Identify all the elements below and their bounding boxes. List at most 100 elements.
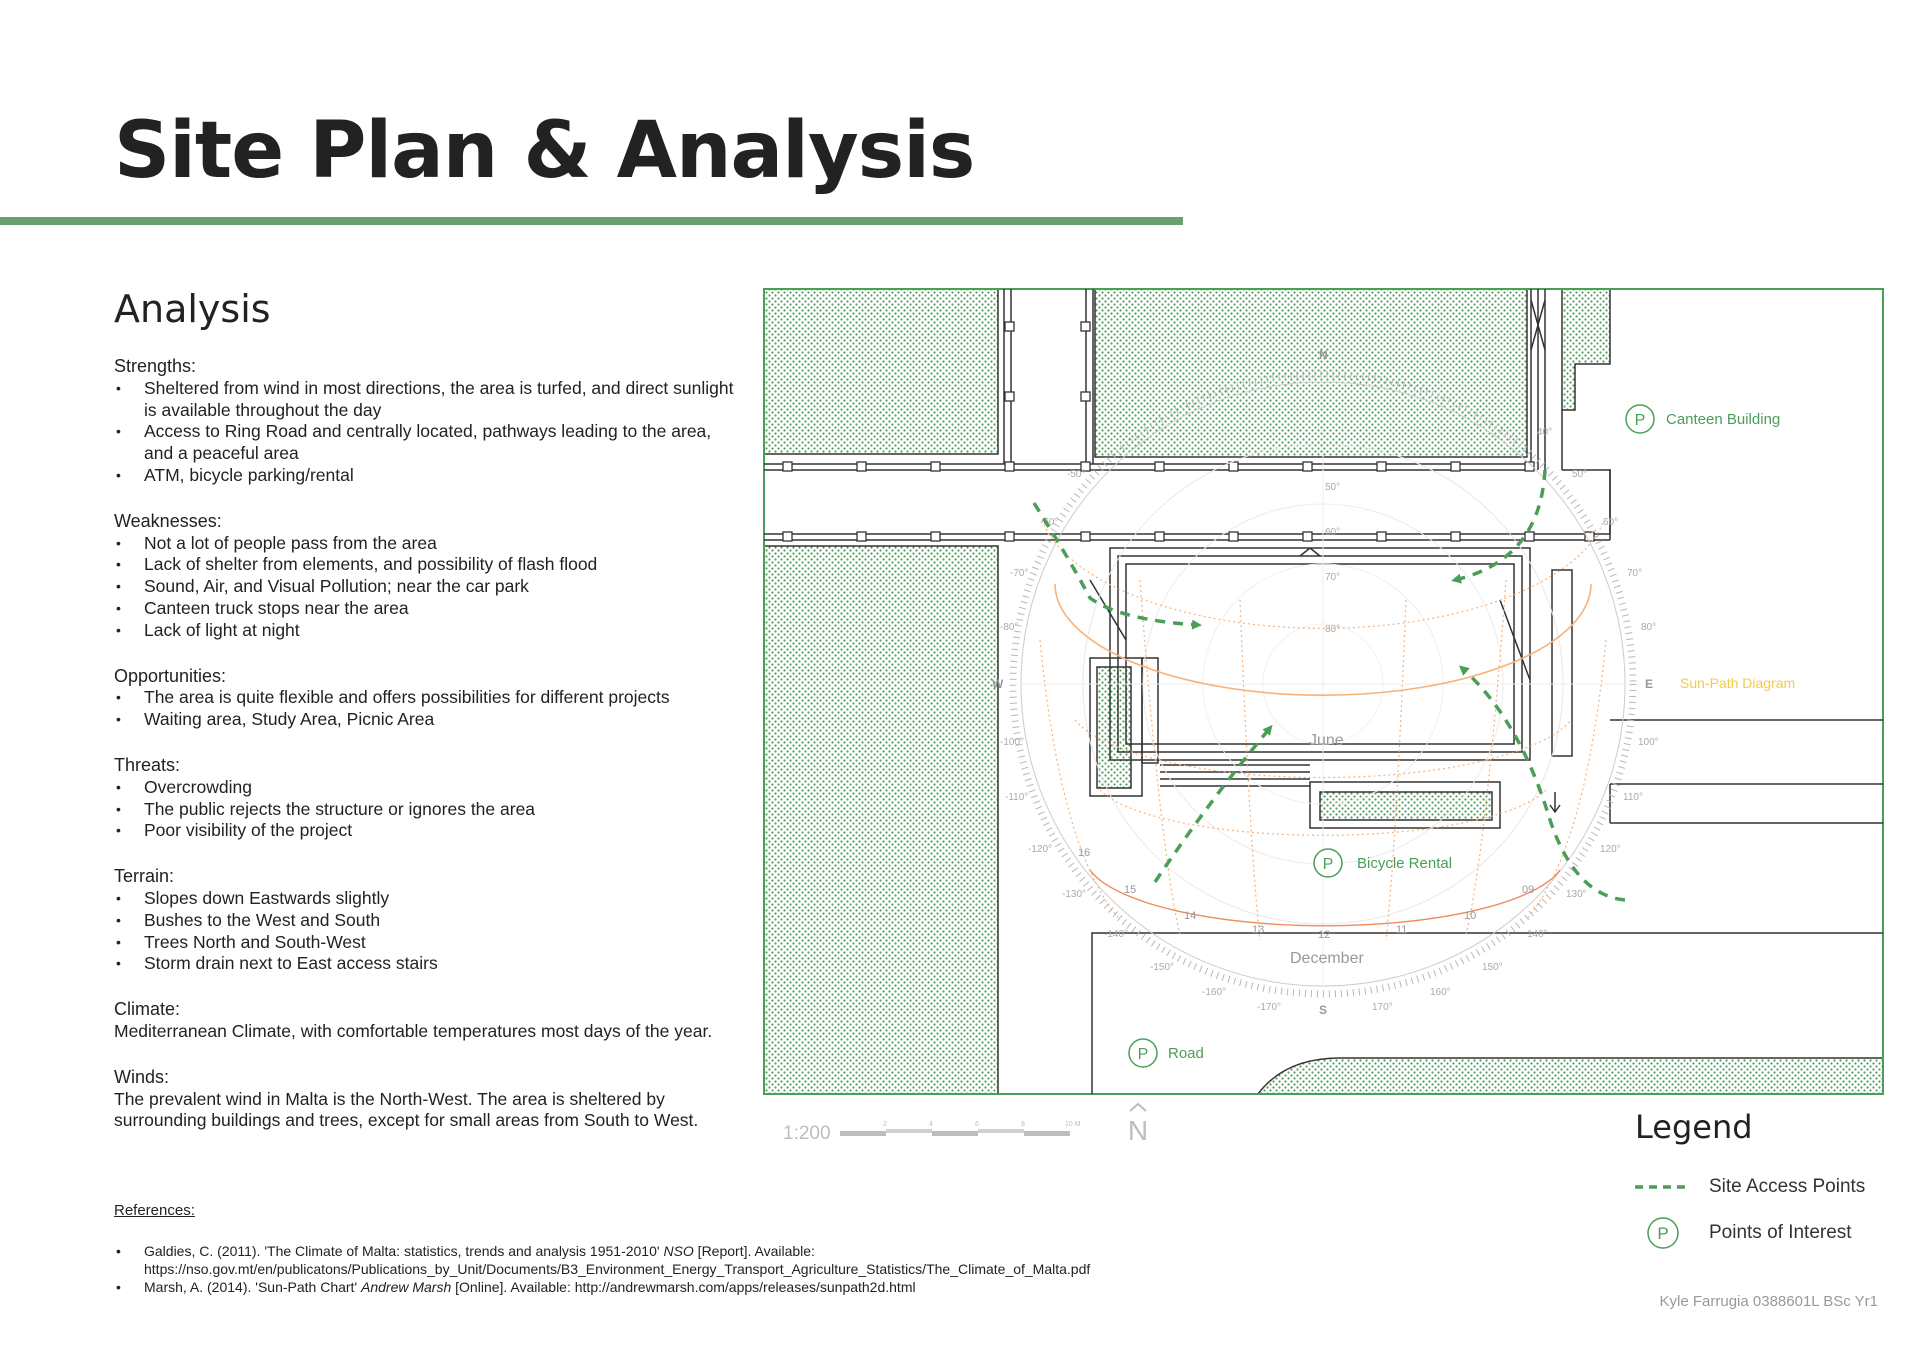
svg-text:09: 09 [1522,884,1534,896]
svg-text:N: N [1319,348,1328,362]
legend-title: Legend [1635,1108,1753,1146]
list-item: Not a lot of people pass from the area [114,533,734,555]
threats-section: Threats: Overcrowding The public rejects… [114,755,734,842]
reference-item: Galdies, C. (2011). 'The Climate of Malt… [114,1242,1154,1278]
svg-text:-110°: -110° [1005,792,1028,803]
svg-text:2: 2 [883,1121,887,1128]
svg-text:80°: 80° [1325,624,1340,635]
list-item: Sound, Air, and Visual Pollution; near t… [114,576,734,598]
central-structure [1089,547,1573,829]
legend-label: Site Access Points [1709,1176,1866,1197]
list-item: Bushes to the West and South [114,910,734,932]
svg-text:4: 4 [929,1121,933,1128]
list-item: Trees North and South-West [114,932,734,954]
svg-text:160°: 160° [1430,987,1451,998]
analysis-panel: Strengths: Sheltered from wind in most d… [114,356,734,1156]
poi-bicycle-rental: P Bicycle Rental [1313,848,1452,878]
svg-text:-80°: -80° [1000,622,1018,633]
svg-text:50°: 50° [1325,482,1340,493]
svg-text:-140°: -140° [1104,929,1128,940]
svg-text:10 M: 10 M [1065,1121,1081,1128]
svg-text:W: W [992,677,1004,691]
svg-text:E: E [1645,677,1653,691]
svg-text:8: 8 [1021,1121,1025,1128]
list-item: Overcrowding [114,777,734,799]
legend-label: Points of Interest [1709,1222,1852,1243]
section-title: Winds: [114,1066,170,1087]
svg-text:-150°: -150° [1150,962,1174,973]
list-item: The public rejects the structure or igno… [114,799,734,821]
list-item: Lack of shelter from elements, and possi… [114,554,734,576]
climate-text: Mediterranean Climate, with comfortable … [114,1020,713,1041]
opportunities-section: Opportunities: The area is quite flexibl… [114,666,734,731]
svg-text:12: 12 [1318,929,1330,941]
svg-text:150°: 150° [1482,962,1503,973]
svg-text:P: P [1323,856,1334,873]
svg-text:10: 10 [1464,910,1476,922]
svg-text:40°: 40° [1537,427,1552,438]
svg-text:-170°: -170° [1257,1002,1281,1013]
svg-text:16: 16 [1078,847,1090,859]
svg-text:120°: 120° [1600,844,1621,855]
section-title: Terrain: [114,866,175,887]
svg-text:170°: 170° [1372,1002,1393,1013]
svg-text:50°: 50° [1572,469,1587,480]
svg-text:-50°: -50° [1067,469,1085,480]
svg-text:-70°: -70° [1010,568,1028,579]
winds-text: The prevalent wind in Malta is the North… [114,1088,699,1131]
list-item: The area is quite flexible and offers po… [114,687,734,709]
legend-row-access: Site Access Points [1635,1164,1885,1210]
svg-text:13: 13 [1252,924,1264,936]
north-arrow: N [1128,1102,1148,1146]
svg-text:140°: 140° [1527,929,1548,940]
svg-text:-120°: -120° [1028,844,1052,855]
svg-text:14: 14 [1184,910,1196,922]
section-title: Strengths: [114,356,197,376]
legend-row-poi: P Points of Interest [1635,1210,1885,1256]
svg-text:15: 15 [1124,884,1136,896]
svg-text:100°: 100° [1638,737,1659,748]
weaknesses-section: Weaknesses: Not a lot of people pass fro… [114,511,734,642]
list-item: Slopes down Eastwards slightly [114,888,734,910]
december-label: December [1290,950,1364,967]
list-item: Poor visibility of the project [114,820,734,842]
railing-posts [782,321,1595,542]
svg-text:70°: 70° [1627,568,1642,579]
author-credit: Kyle Farrugia 0388601L BSc Yr1 [1659,1293,1878,1310]
svg-text:60°: 60° [1603,517,1618,528]
svg-text:11: 11 [1396,924,1407,936]
svg-text:1:200: 1:200 [783,1123,831,1144]
section-title: Opportunities: [114,665,227,686]
references: References: Galdies, C. (2011). 'The Cli… [114,1202,1154,1296]
section-title: Threats: [114,754,181,775]
section-title: Weaknesses: [114,510,222,531]
svg-text:P: P [1138,1046,1149,1063]
june-label: June [1309,732,1344,749]
site-frame [763,288,1884,1095]
poi-marker-icon: P [1647,1217,1679,1249]
svg-text:S: S [1319,1003,1327,1017]
page-title: Site Plan & Analysis [114,106,975,196]
svg-text:80°: 80° [1641,622,1656,633]
title-underline [0,217,1183,225]
list-item: Sheltered from wind in most directions, … [114,378,734,422]
dashed-line-icon [1635,1185,1691,1189]
svg-text:110°: 110° [1623,792,1643,803]
svg-text:P: P [1657,1224,1668,1243]
poi-label: Bicycle Rental [1357,855,1452,872]
svg-text:6: 6 [975,1121,979,1128]
section-title: Climate: [114,999,181,1020]
surrounding-buildings [1091,469,1883,1094]
list-item: Storm drain next to East access stairs [114,953,734,975]
svg-text:-130°: -130° [1062,889,1086,900]
terrain-section: Terrain: Slopes down Eastwards slightly … [114,866,734,975]
list-item: Lack of light at night [114,620,734,642]
svg-text:-160°: -160° [1202,987,1226,998]
svg-text:-60°: -60° [1040,517,1058,528]
poi-road: P Road [1128,1038,1204,1068]
poi-label: Canteen Building [1666,411,1780,428]
reference-item: Marsh, A. (2014). 'Sun-Path Chart' Andre… [114,1278,1154,1296]
analysis-heading: Analysis [114,287,271,331]
svg-text:60°: 60° [1325,527,1340,538]
